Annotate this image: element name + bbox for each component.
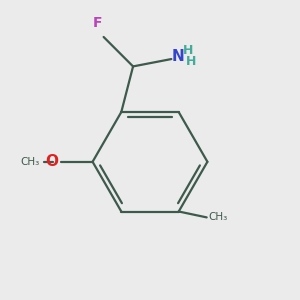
Text: N: N <box>172 49 185 64</box>
Text: H: H <box>185 56 196 68</box>
Text: F: F <box>93 16 103 30</box>
Text: CH₃: CH₃ <box>208 212 227 222</box>
Text: H: H <box>182 44 193 57</box>
Text: CH₃: CH₃ <box>20 157 40 167</box>
Text: O: O <box>46 154 59 169</box>
